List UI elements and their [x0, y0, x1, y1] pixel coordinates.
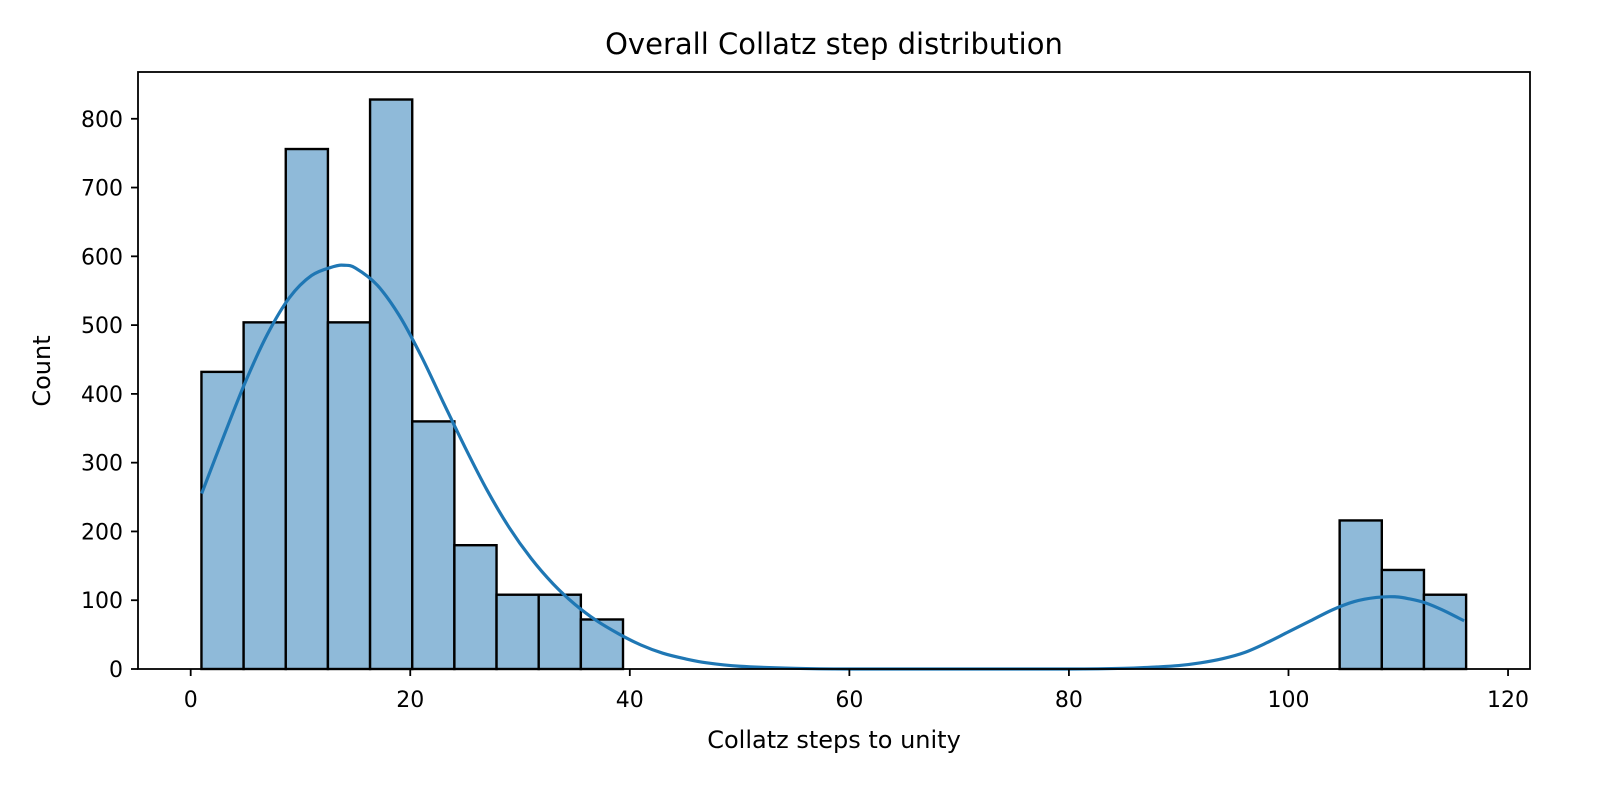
histogram-bar-0 — [200, 370, 245, 671]
histogram-bar-11 — [1380, 568, 1426, 671]
y-tick-label-600: 600 — [81, 245, 123, 270]
histogram-bar-5 — [411, 420, 456, 671]
histogram-bar-10 — [1338, 519, 1383, 671]
kde-curve — [200, 263, 1465, 671]
x-tick-label-40: 40 — [616, 688, 644, 713]
y-tick-label-400: 400 — [81, 383, 123, 408]
histogram-bar-3 — [326, 321, 372, 671]
histogram-bar-9 — [579, 618, 625, 671]
kde-layer — [200, 263, 1465, 671]
x-axis-label: Collatz steps to unity — [707, 726, 961, 754]
histogram-bar-1 — [242, 321, 287, 671]
x-tick-label-100: 100 — [1267, 688, 1309, 713]
histogram-bar-6 — [453, 543, 498, 671]
x-axis: 0 20 40 60 80 100 120 — [184, 669, 1529, 713]
y-axis-label: Count — [28, 335, 56, 406]
x-tick-label-80: 80 — [1055, 688, 1083, 713]
x-tick-label-120: 120 — [1487, 688, 1529, 713]
histogram-bar-2 — [284, 147, 330, 671]
histogram-bar-4 — [368, 98, 414, 671]
x-tick-label-60: 60 — [835, 688, 863, 713]
y-tick-label-100: 100 — [81, 589, 123, 614]
x-tick-label-0: 0 — [184, 688, 198, 713]
plot-frame — [137, 71, 1531, 670]
y-tick-label-500: 500 — [81, 314, 123, 339]
y-tick-label-700: 700 — [81, 177, 123, 202]
bars-layer — [200, 98, 1468, 671]
y-tick-label-300: 300 — [81, 452, 123, 477]
y-tick-label-0: 0 — [109, 658, 123, 683]
y-tick-label-800: 800 — [81, 108, 123, 133]
x-tick-label-20: 20 — [396, 688, 424, 713]
histogram-bar-7 — [495, 593, 540, 671]
y-tick-label-200: 200 — [81, 520, 123, 545]
y-axis: 0 100 200 300 400 500 600 700 800 — [81, 108, 138, 683]
chart-title: Overall Collatz step distribution — [605, 27, 1063, 61]
